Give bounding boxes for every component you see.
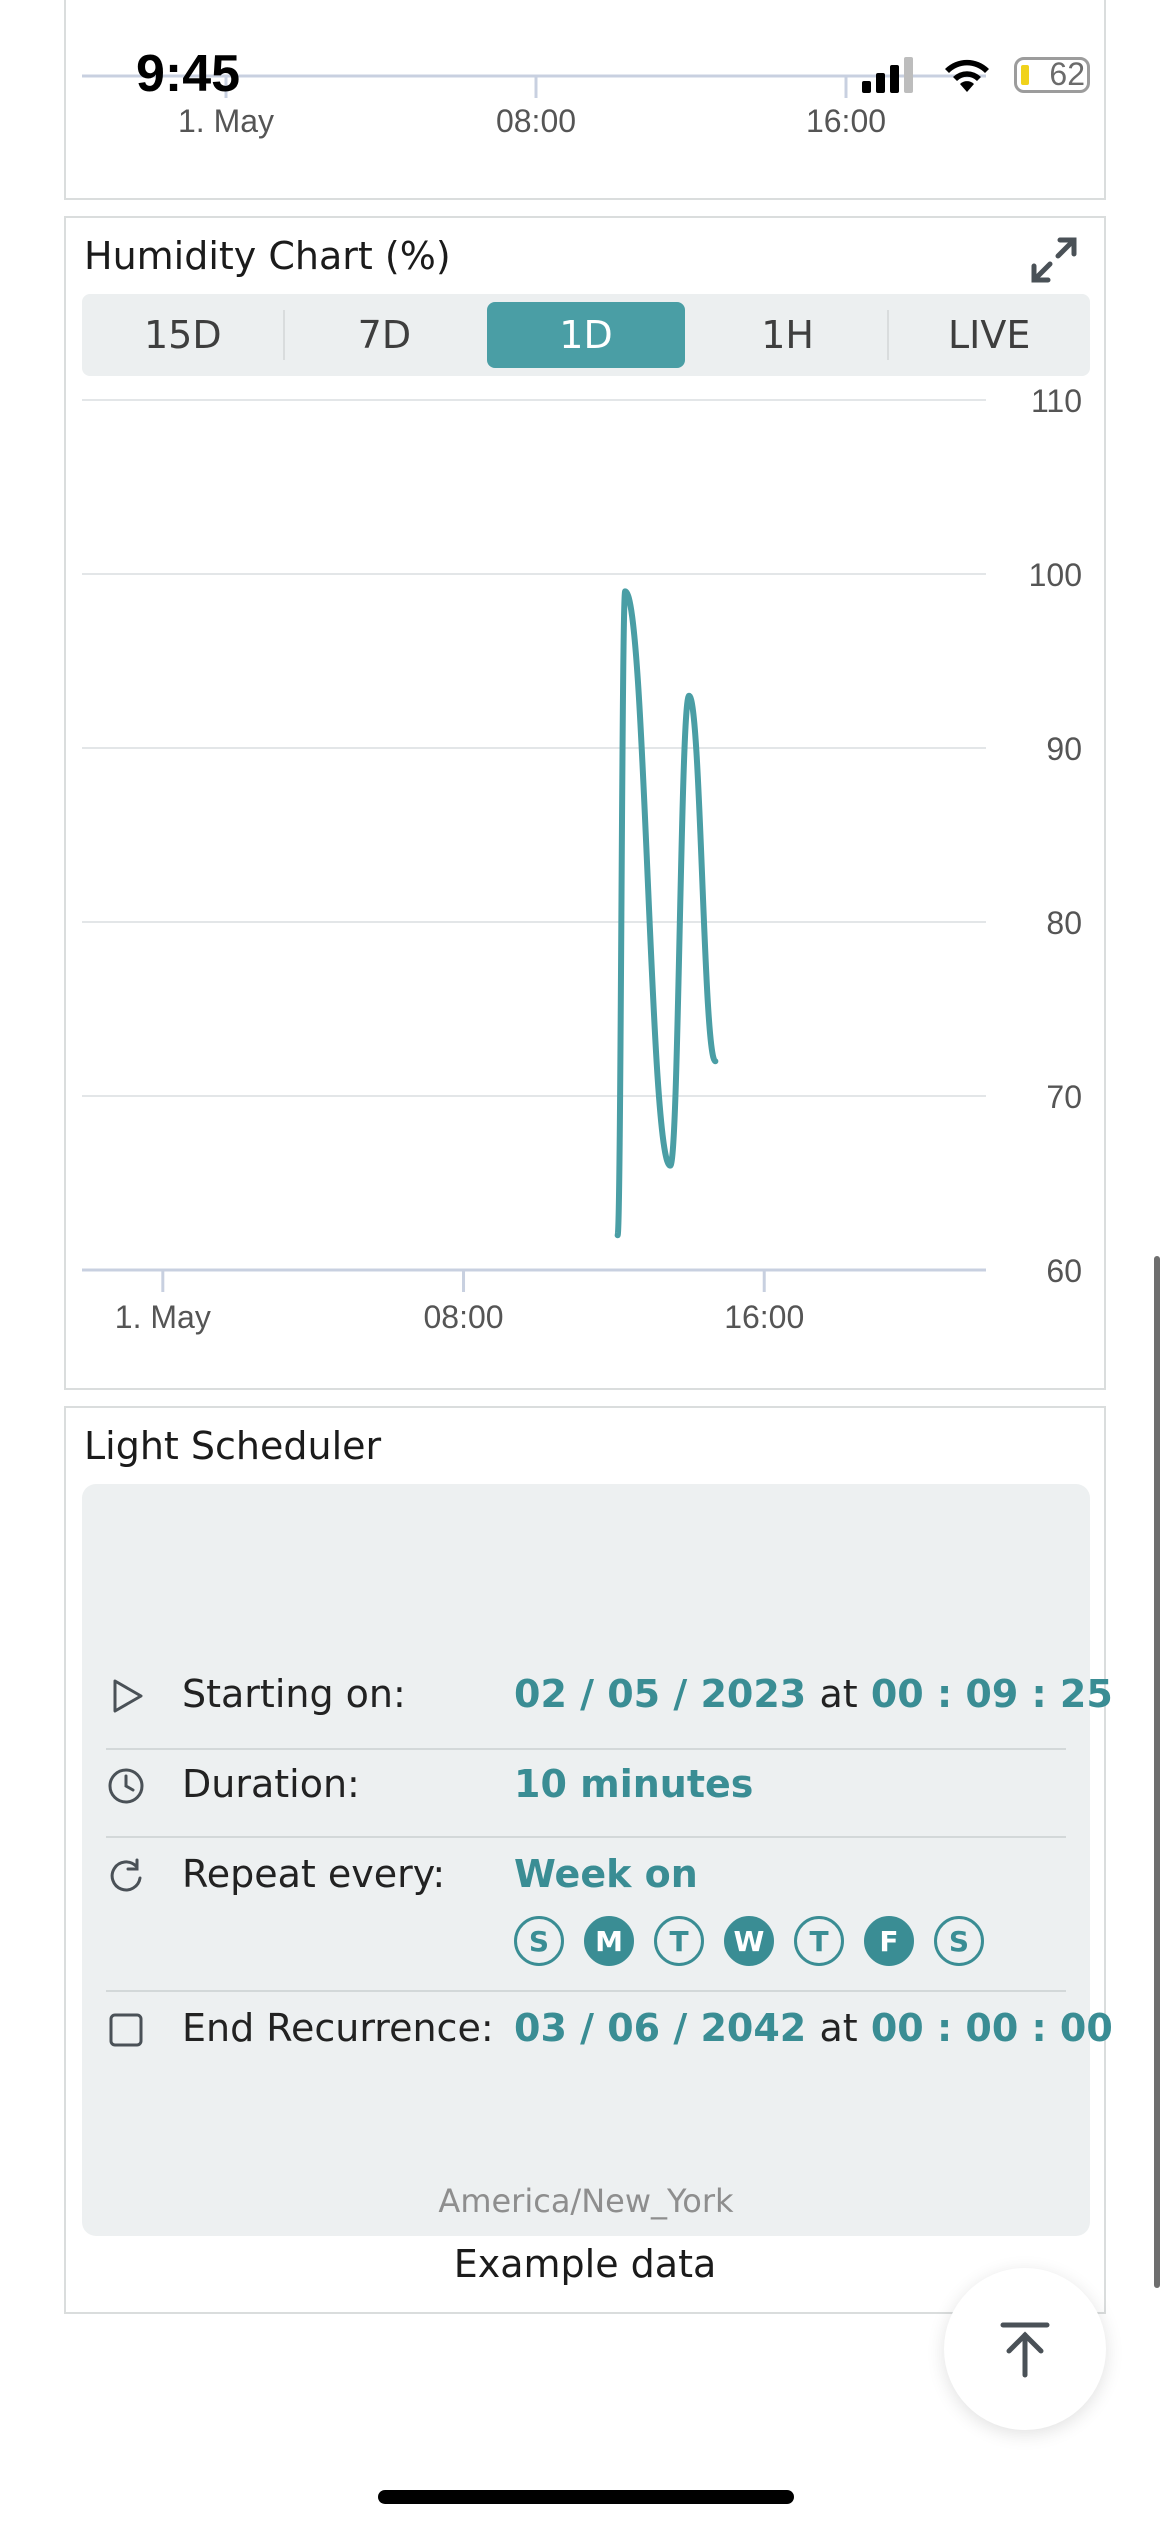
- starting-time: 00 : 09 : 25: [870, 1672, 1113, 1716]
- day-toggle-wednesday[interactable]: W: [724, 1916, 774, 1966]
- day-toggle-sunday[interactable]: S: [514, 1916, 564, 1966]
- repeat-value[interactable]: Week on: [514, 1852, 698, 1896]
- cellular-signal-icon: [862, 57, 913, 93]
- page-scrollbar[interactable]: [1154, 1256, 1160, 2288]
- range-tab-live[interactable]: LIVE: [887, 302, 1088, 368]
- wifi-icon: [945, 59, 989, 92]
- end-date: 03 / 06 / 2042: [514, 2006, 807, 2050]
- y-tick-label: 70: [1046, 1079, 1082, 1115]
- battery-icon: 62: [1014, 56, 1090, 93]
- series-line: [614, 588, 719, 1239]
- x-tick-label: 16:00: [724, 1299, 804, 1335]
- time-range-tabs: 15D 7D 1D 1H LIVE: [82, 294, 1090, 376]
- day-toggle-monday[interactable]: M: [584, 1916, 634, 1966]
- range-tab-15d[interactable]: 15D: [143, 313, 222, 357]
- end-at: at: [819, 2006, 858, 2050]
- status-bar: 9:45 62: [0, 0, 1170, 150]
- range-tab-7d[interactable]: 7D: [282, 302, 484, 368]
- battery-level: 62: [1049, 56, 1085, 92]
- expand-icon[interactable]: [1026, 232, 1082, 288]
- range-tab-1d[interactable]: 1D: [487, 302, 685, 368]
- x-tick-label: 08:00: [423, 1299, 503, 1335]
- starting-at: at: [819, 1672, 858, 1716]
- x-tick-label: 16:00: [806, 103, 886, 139]
- checkbox-icon[interactable]: [106, 2010, 146, 2050]
- x-tick-label: 1. May: [178, 103, 274, 139]
- previous-chart-card: 1. May 08:00 16:00: [64, 0, 1106, 200]
- end-recurrence-value[interactable]: 03 / 06 / 2042 at 00 : 00 : 00: [514, 2006, 1113, 2050]
- day-toggle-thursday[interactable]: T: [794, 1916, 844, 1966]
- humidity-line-chart: 60 70 80 90 100 110 1. May 08:00 16:00: [82, 383, 1082, 1335]
- y-tick-label: 110: [1031, 383, 1082, 419]
- y-tick-label: 100: [1029, 557, 1082, 593]
- previous-chart-axis: 1. May 08:00 16:00: [82, 74, 986, 139]
- starting-date: 02 / 05 / 2023: [514, 1672, 807, 1716]
- scheduler-panel: Starting on: 02 / 05 / 2023 at 00 : 09 :…: [82, 1484, 1113, 2236]
- y-tick-label: 90: [1046, 731, 1082, 767]
- day-toggle-saturday[interactable]: S: [934, 1916, 984, 1966]
- humidity-chart-card: Humidity Chart (%) 15D 7D 1D 1H LIVE 60 7…: [64, 216, 1106, 1390]
- example-data-label: Example data: [453, 2242, 717, 2286]
- end-recurrence-label: End Recurrence:: [182, 2006, 494, 2050]
- clock-icon: [108, 1768, 144, 1804]
- humidity-chart-title: Humidity Chart (%): [84, 234, 451, 278]
- timezone-label: America/New_York: [438, 2182, 734, 2220]
- repeat-icon: [110, 1858, 142, 1892]
- range-tab-1h[interactable]: 1H: [761, 313, 814, 357]
- x-tick-label: 1. May: [115, 1299, 211, 1335]
- y-tick-label: 80: [1046, 905, 1082, 941]
- duration-label: Duration:: [182, 1762, 360, 1806]
- light-scheduler-card: Light Scheduler Starting on: 02 / 05 / 2…: [64, 1406, 1113, 2314]
- divider: [106, 1836, 1066, 1838]
- divider: [106, 1990, 1066, 1992]
- repeat-label: Repeat every:: [182, 1852, 446, 1896]
- x-tick-label: 08:00: [496, 103, 576, 139]
- starting-value[interactable]: 02 / 05 / 2023 at 00 : 09 : 25: [514, 1672, 1113, 1716]
- divider: [106, 1748, 1066, 1750]
- duration-value[interactable]: 10 minutes: [514, 1762, 754, 1806]
- day-toggle-tuesday[interactable]: T: [654, 1916, 704, 1966]
- status-time: 9:45: [136, 45, 241, 103]
- starting-label: Starting on:: [182, 1672, 406, 1716]
- day-toggle-friday[interactable]: F: [864, 1916, 914, 1966]
- arrow-up-to-top-icon: [1000, 2322, 1050, 2378]
- home-indicator: [378, 2490, 794, 2504]
- play-icon: [113, 1679, 143, 1713]
- y-tick-label: 60: [1046, 1253, 1082, 1289]
- end-time: 00 : 00 : 00: [870, 2006, 1113, 2050]
- status-icons: 62: [862, 56, 1090, 94]
- weekday-selector: S M T W T F S: [514, 1916, 984, 1966]
- scroll-to-top-button[interactable]: [944, 2268, 1106, 2430]
- scheduler-title: Light Scheduler: [84, 1424, 382, 1468]
